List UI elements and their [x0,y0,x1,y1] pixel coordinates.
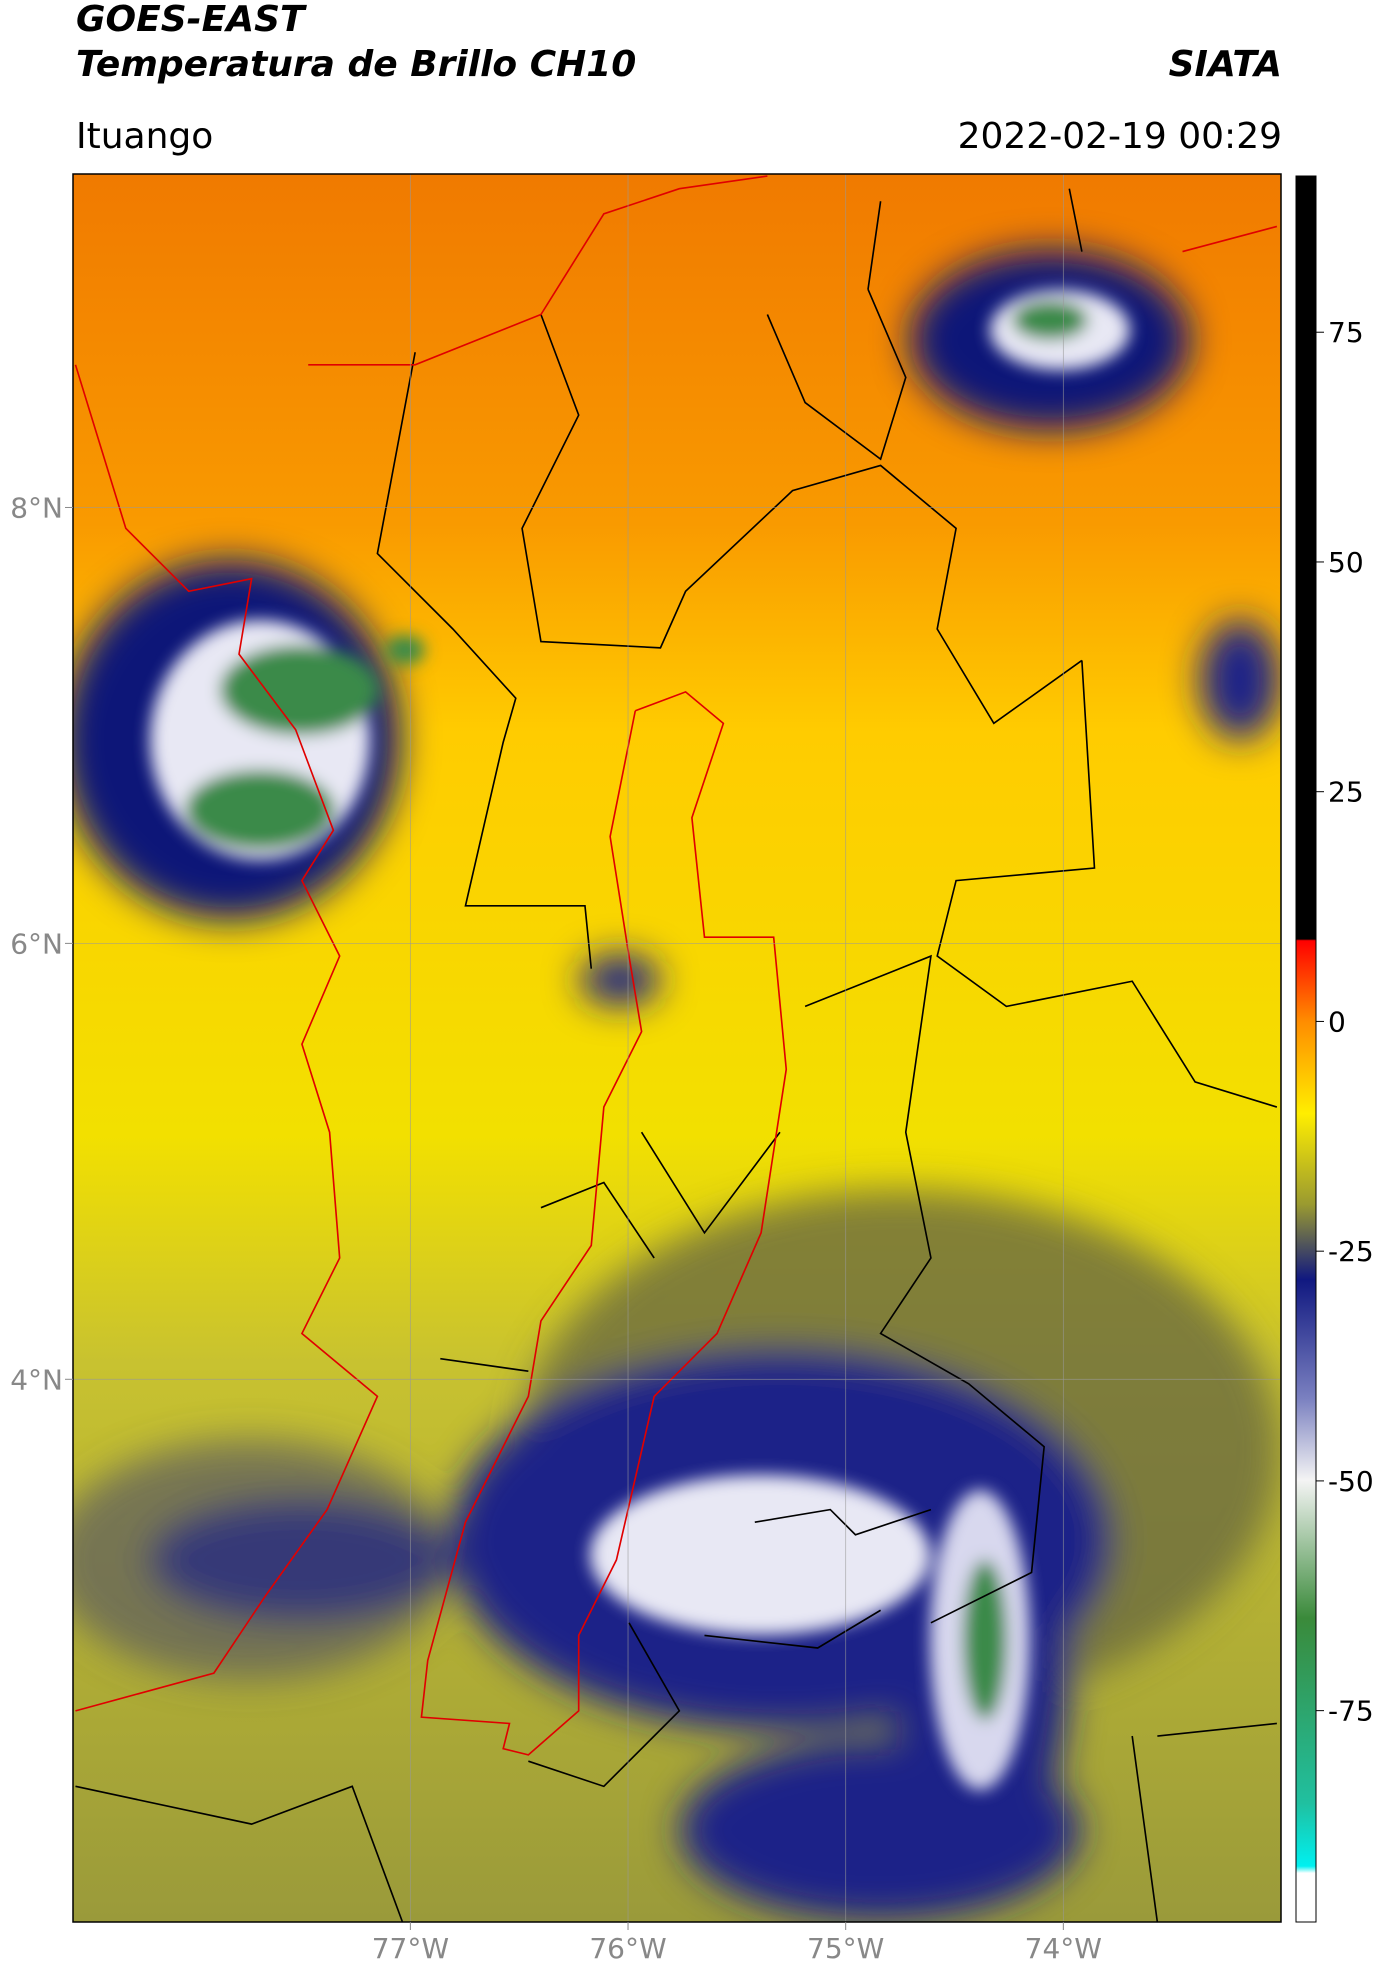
colorbar-tick-label: 0 [1328,1005,1346,1038]
colorbar-tick-label: 25 [1328,776,1364,809]
title: GOES-EAST [76,0,307,40]
colorbar-tick-label: -25 [1328,1235,1374,1268]
imagery [73,174,1281,1922]
map-frame [72,173,1282,1923]
y-tick-label: 4°N [10,1363,63,1396]
colorbar-tick-label: 50 [1328,546,1364,579]
x-tick-label: 76°W [589,1932,666,1965]
colorbar-tick-label: -75 [1328,1695,1374,1728]
subtitle: Temperatura de Brillo CH10 [76,44,636,85]
colorbar [1295,175,1317,1923]
datetime: 2022-02-19 00:29 [958,116,1282,157]
grid [73,174,1281,1922]
y-tick-label: 8°N [10,491,63,524]
y-tick-label: 6°N [10,927,63,960]
x-tick-label: 77°W [372,1932,449,1965]
x-tick-label: 75°W [807,1932,884,1965]
colorbar-tick-label: 75 [1328,316,1364,349]
location: Ituango [76,116,213,157]
colorbar-tick-label: -50 [1328,1465,1374,1498]
x-tick-label: 74°W [1025,1932,1102,1965]
source: SIATA [1169,44,1282,85]
